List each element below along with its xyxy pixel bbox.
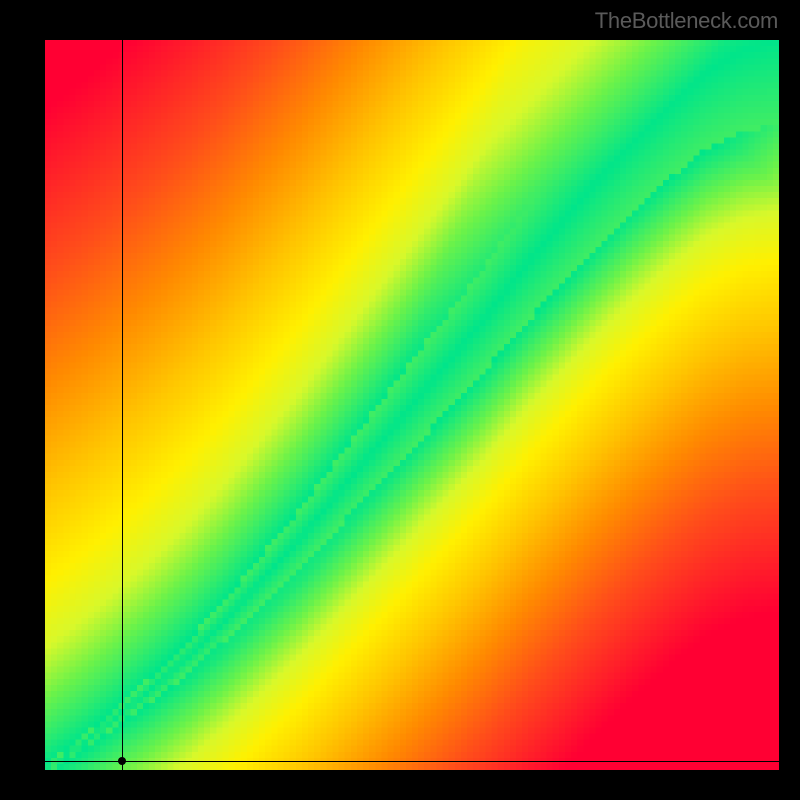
heatmap-canvas	[45, 40, 779, 770]
heatmap-plot-area	[45, 40, 779, 770]
crosshair-vertical	[122, 40, 123, 770]
crosshair-marker	[118, 757, 126, 765]
crosshair-horizontal	[45, 761, 779, 762]
watermark-text: TheBottleneck.com	[595, 8, 778, 34]
